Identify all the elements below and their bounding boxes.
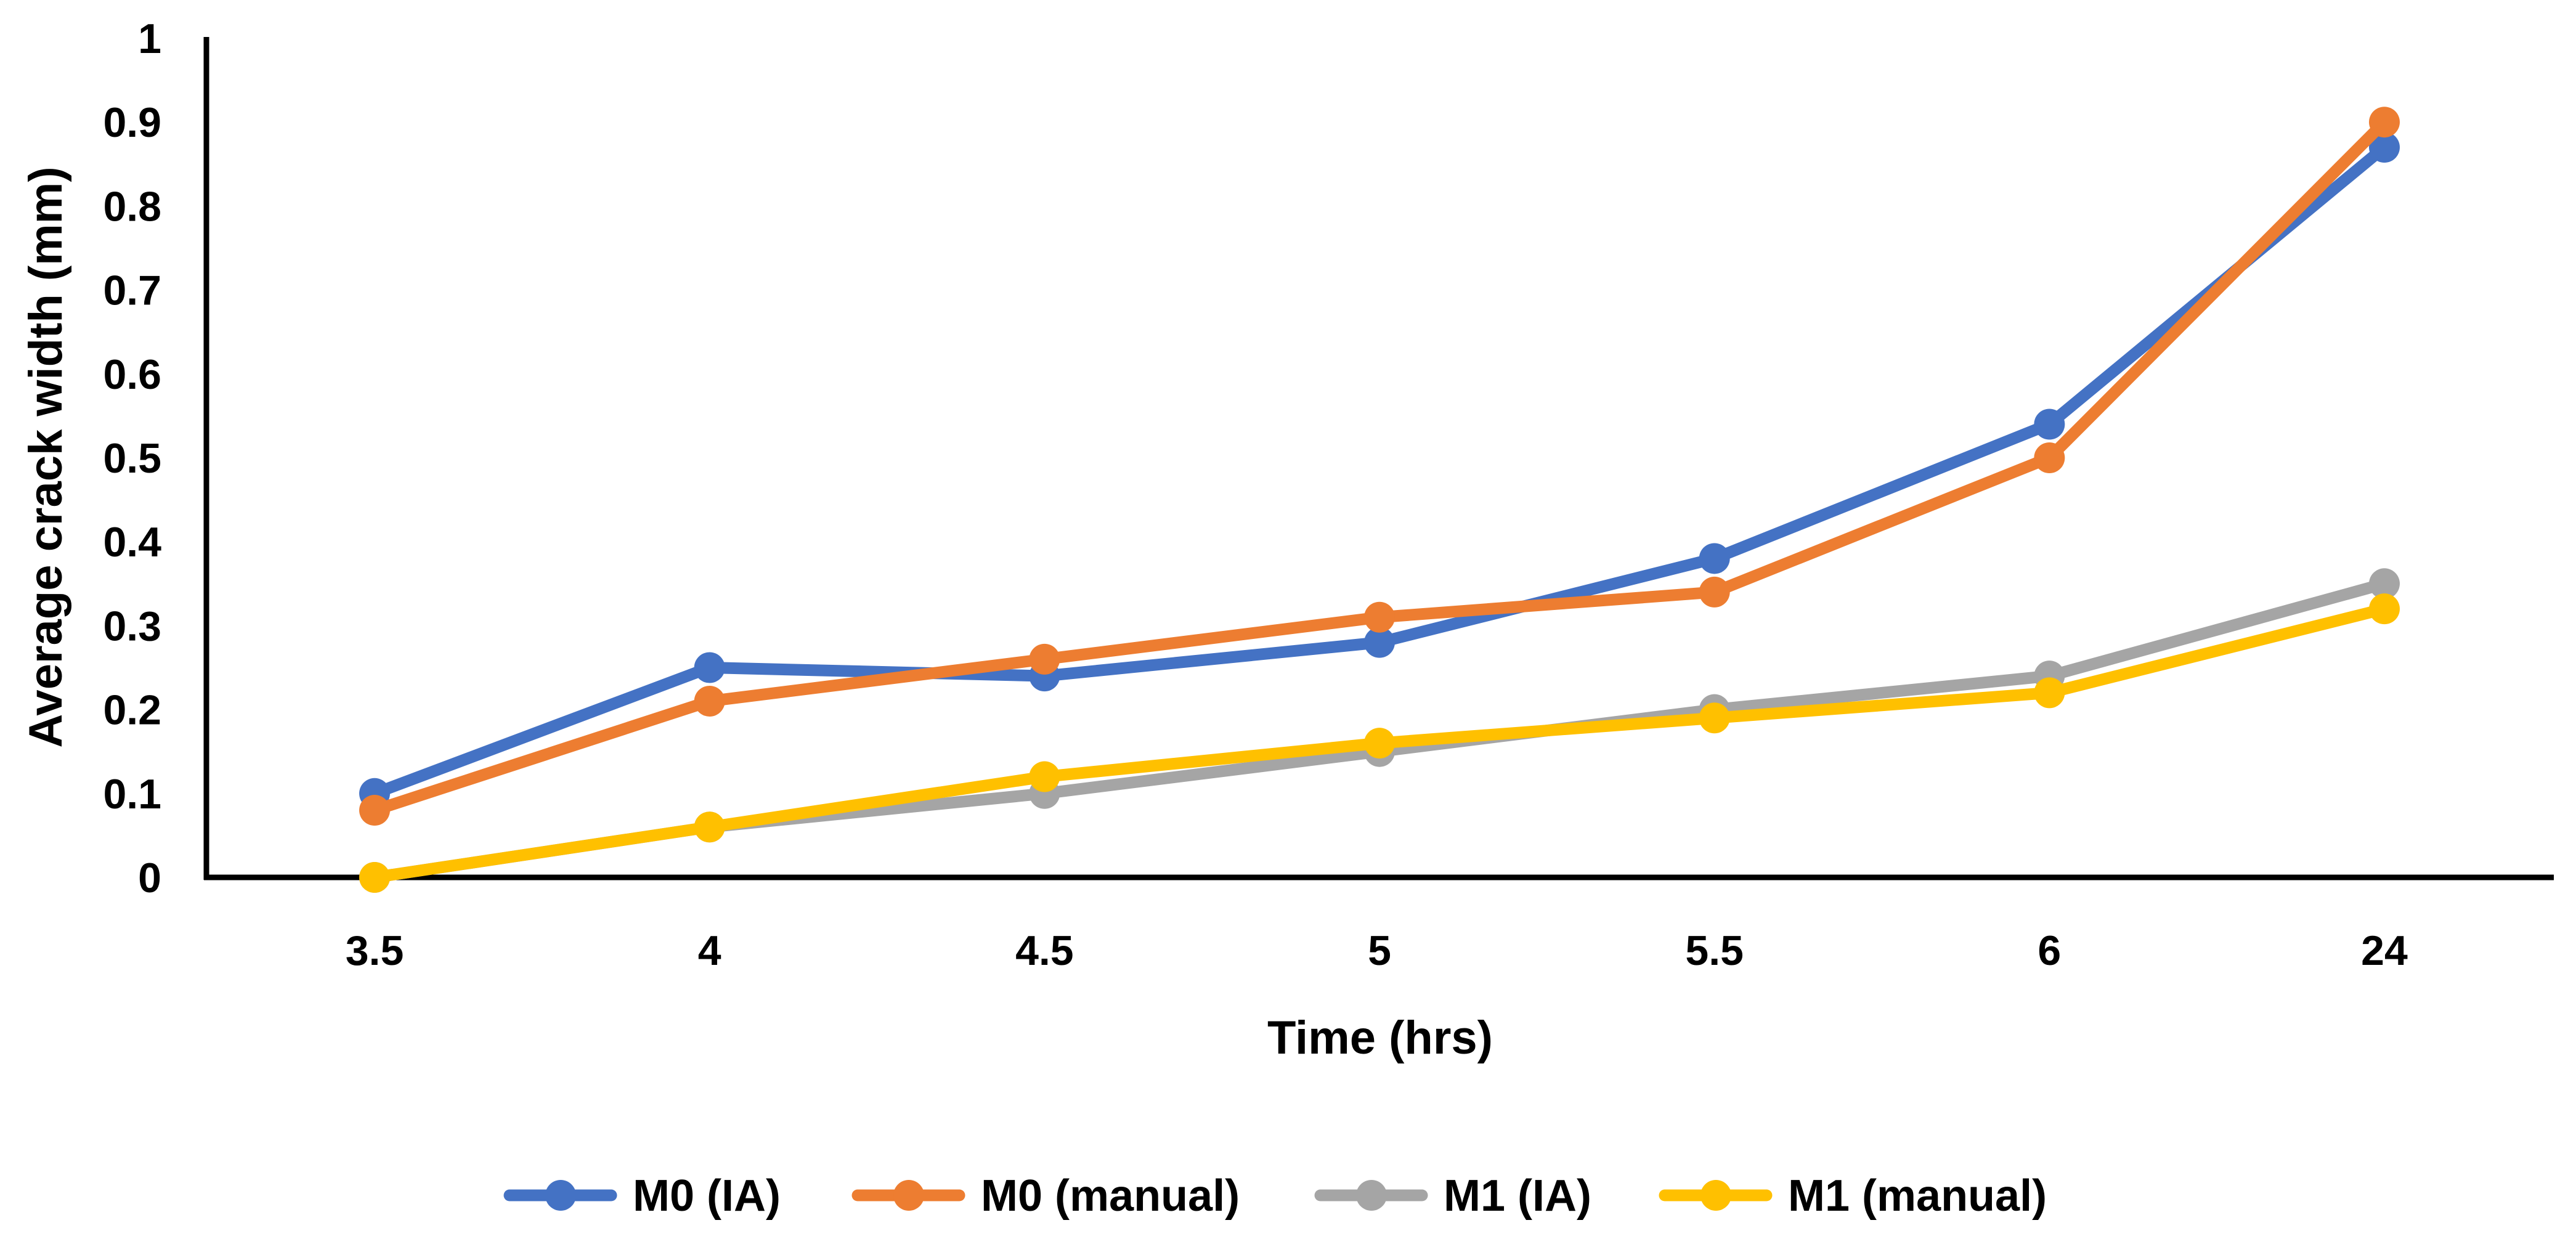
y-tick-label: 0.3 xyxy=(103,603,161,649)
data-point xyxy=(1364,627,1395,658)
series-line xyxy=(368,116,2391,816)
x-axis-ticks: 3.5 4 4.5 5 5.5 6 24 xyxy=(346,927,2408,974)
x-tick-label: 5 xyxy=(1368,927,1391,974)
series-layer xyxy=(359,107,2400,893)
data-point xyxy=(694,652,725,683)
data-point xyxy=(1029,761,1060,792)
legend-label: M1 (manual) xyxy=(1788,1171,2047,1221)
y-axis-title: Average crack width (mm) xyxy=(20,166,72,747)
data-point xyxy=(2369,593,2400,625)
y-tick-label: 0 xyxy=(138,855,161,901)
y-tick-label: 0.6 xyxy=(103,351,161,398)
x-tick-label: 4.5 xyxy=(1015,927,1074,974)
data-point xyxy=(1364,728,1395,759)
y-tick-label: 0.5 xyxy=(103,435,161,482)
legend-item: M1 (manual) xyxy=(1659,1171,2047,1221)
series-line xyxy=(368,141,2391,800)
y-tick-label: 0.9 xyxy=(103,99,161,146)
data-point xyxy=(2369,568,2400,600)
legend-label: M0 (manual) xyxy=(981,1171,1240,1221)
legend-marker xyxy=(893,1180,924,1211)
legend-label: M1 (IA) xyxy=(1444,1171,1591,1221)
series-m0-manual xyxy=(359,107,2400,826)
series-m1-manual xyxy=(359,593,2400,893)
x-axis-title: Time (hrs) xyxy=(1267,1012,1493,1064)
y-axis-ticks: 0 0.1 0.2 0.3 0.4 0.5 0.6 0.7 0.8 0.9 1 xyxy=(103,15,161,901)
y-tick-label: 1 xyxy=(138,15,161,62)
data-point xyxy=(2034,677,2065,709)
legend-marker xyxy=(1356,1180,1387,1211)
data-point xyxy=(1699,702,1730,734)
legend-item: M0 (manual) xyxy=(851,1171,1240,1221)
data-point xyxy=(1699,543,1730,574)
data-point xyxy=(1699,576,1730,608)
data-point xyxy=(359,862,390,893)
y-tick-label: 0.1 xyxy=(103,771,161,818)
legend-marker xyxy=(545,1180,576,1211)
y-tick-label: 0.7 xyxy=(103,267,161,314)
legend-item: M1 (IA) xyxy=(1314,1171,1591,1221)
series-m0-ia xyxy=(359,132,2400,809)
data-point xyxy=(2369,132,2400,163)
data-point xyxy=(1029,643,1060,675)
legend-marker xyxy=(1700,1180,1731,1211)
data-point xyxy=(359,795,390,826)
data-point xyxy=(2034,409,2065,440)
legend-label: M0 (IA) xyxy=(633,1171,781,1221)
data-point xyxy=(1364,601,1395,633)
x-tick-label: 6 xyxy=(2038,927,2061,974)
y-tick-label: 0.2 xyxy=(103,687,161,734)
y-tick-label: 0.8 xyxy=(103,183,161,230)
legend: M0 (IA) M0 (manual) M1 (IA) M1 (manual) xyxy=(503,1171,2047,1221)
y-tick-label: 0.4 xyxy=(103,519,161,566)
x-tick-label: 24 xyxy=(2361,927,2408,974)
x-tick-label: 5.5 xyxy=(1685,927,1744,974)
data-point xyxy=(694,685,725,717)
legend-item: M0 (IA) xyxy=(503,1171,781,1221)
data-point xyxy=(2034,442,2065,473)
data-point xyxy=(2369,107,2400,138)
x-tick-label: 3.5 xyxy=(346,927,404,974)
x-tick-label: 4 xyxy=(698,927,721,974)
data-point xyxy=(694,811,725,843)
